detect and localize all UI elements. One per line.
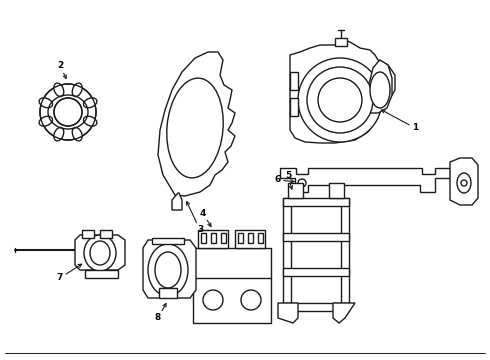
- Bar: [159, 288, 177, 298]
- Bar: [335, 38, 347, 46]
- Text: 2: 2: [57, 62, 66, 78]
- Bar: [193, 248, 271, 323]
- Bar: [248, 233, 253, 243]
- Ellipse shape: [148, 244, 188, 296]
- Text: 7: 7: [57, 264, 82, 283]
- Text: 1: 1: [382, 110, 418, 132]
- Ellipse shape: [83, 98, 97, 108]
- Ellipse shape: [457, 173, 471, 193]
- Ellipse shape: [83, 116, 97, 126]
- Bar: [283, 268, 349, 276]
- Polygon shape: [75, 235, 125, 270]
- Bar: [201, 233, 206, 243]
- Bar: [82, 230, 94, 238]
- Polygon shape: [280, 168, 450, 192]
- Polygon shape: [365, 60, 392, 113]
- Ellipse shape: [241, 290, 261, 310]
- Polygon shape: [341, 198, 349, 303]
- Ellipse shape: [39, 98, 52, 108]
- Polygon shape: [450, 158, 478, 205]
- Ellipse shape: [298, 179, 306, 187]
- Text: 8: 8: [155, 303, 166, 323]
- Bar: [100, 230, 112, 238]
- Ellipse shape: [39, 116, 52, 126]
- Polygon shape: [333, 303, 355, 323]
- Polygon shape: [278, 303, 298, 323]
- Polygon shape: [235, 230, 265, 248]
- Polygon shape: [85, 270, 118, 278]
- Bar: [290, 72, 298, 90]
- Text: 5: 5: [285, 171, 293, 189]
- Ellipse shape: [167, 78, 223, 178]
- Text: 4: 4: [200, 208, 211, 226]
- Bar: [238, 233, 243, 243]
- Ellipse shape: [72, 83, 82, 96]
- Bar: [329, 183, 344, 198]
- Bar: [283, 198, 349, 206]
- Ellipse shape: [307, 67, 373, 133]
- Polygon shape: [198, 230, 228, 248]
- Text: 3: 3: [187, 202, 203, 234]
- Text: 6: 6: [275, 175, 294, 184]
- Bar: [211, 233, 216, 243]
- Ellipse shape: [318, 78, 362, 122]
- Polygon shape: [283, 198, 291, 303]
- Bar: [288, 183, 303, 198]
- Bar: [221, 233, 226, 243]
- Ellipse shape: [90, 241, 110, 265]
- Ellipse shape: [203, 290, 223, 310]
- Bar: [258, 233, 263, 243]
- Ellipse shape: [72, 127, 82, 141]
- Polygon shape: [290, 40, 395, 143]
- Bar: [290, 98, 298, 116]
- Ellipse shape: [155, 252, 181, 288]
- Ellipse shape: [54, 98, 82, 126]
- Ellipse shape: [461, 180, 467, 186]
- Ellipse shape: [40, 84, 96, 140]
- Ellipse shape: [54, 127, 64, 141]
- Ellipse shape: [84, 235, 116, 271]
- Bar: [283, 233, 349, 241]
- Polygon shape: [158, 52, 235, 196]
- Polygon shape: [143, 240, 196, 298]
- Ellipse shape: [370, 72, 390, 108]
- Ellipse shape: [298, 58, 382, 142]
- Ellipse shape: [54, 83, 64, 96]
- Bar: [283, 303, 349, 311]
- Polygon shape: [172, 193, 182, 210]
- Bar: [152, 238, 184, 244]
